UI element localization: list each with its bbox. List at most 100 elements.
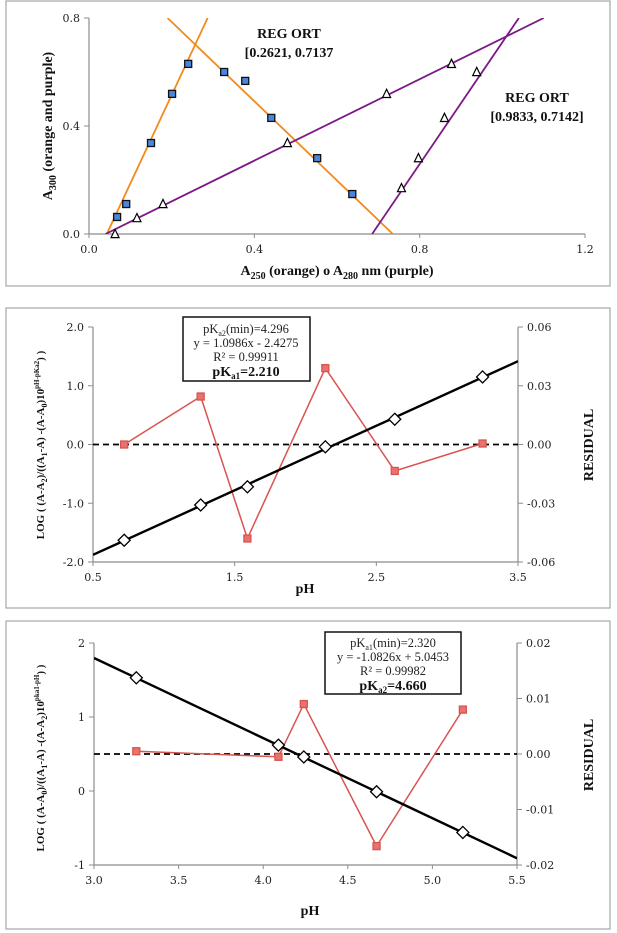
y-axis-label: A300 (orange and purple) [41,51,59,200]
y-tick-label: 1.0 [67,380,85,393]
y2-tick-label: -0.01 [526,804,554,817]
y2-tick-label: 0.03 [527,380,552,393]
data-point-diamond [318,439,333,454]
residual-point [299,699,308,709]
y-tick-label: 2.0 [67,321,85,334]
x-tick-label: 0.4 [246,243,264,256]
data-point-square [146,138,156,148]
x-tick-label: 0.0 [80,243,98,256]
data-points [110,57,482,239]
chart-frame [5,0,611,287]
data-point-diamond [240,479,255,494]
stat-r-squared: R² = 0.99911 [213,350,279,364]
x-tick-label: 4.5 [339,874,357,887]
annotation-reg-ort-1-value: [0.2621, 0.7137 [245,46,334,61]
residual-point [458,705,468,714]
data-point-triangle [471,66,482,77]
chart-pka2-linearization: 3.0 3.5 4.0 4.5 5.0 5.5 -1 0 1 2 -0.02 -0.01 0.00 0.0… [5,620,611,930]
y2-tick-label: 0.01 [526,693,551,706]
data-point-diamond [296,750,311,764]
residual-point [321,363,330,373]
data-point-square [348,189,357,199]
axes: 0.0 0.4 0.8 1.2 0.0 0.4 0.8 [63,12,594,256]
data-point-square [112,212,122,222]
y-tick-label: -2.0 [63,556,84,569]
x-tick-label: 4.0 [254,874,272,887]
data-points [117,363,490,548]
data-point-triangle [413,152,424,163]
data-point-triangle [446,57,457,69]
y-tick-label: 0.0 [63,228,81,241]
y-tick-label: 0 [78,785,85,798]
data-point-triangle [439,111,450,123]
y2-tick-label: -0.03 [527,497,555,510]
x-tick-label: 5.5 [508,874,526,887]
y-axis-label: LOG ( (A-A2)/((A1-A) -(A-A0)10pH-pKa2) ) [33,350,49,539]
y2-tick-label: -0.06 [527,556,555,569]
x-tick-label: 1.5 [226,571,244,584]
fit-line [105,18,209,234]
data-point-diamond [193,498,208,512]
y-tick-label: 0.8 [63,12,81,25]
fit-line [371,18,520,234]
stat-pka1-result: pKa1=2.210 [212,365,279,381]
x-tick-label: 1.2 [576,243,594,256]
x-tick-label: 3.5 [170,874,188,887]
data-point-diamond [455,825,470,840]
annotation-reg-ort-1-title: REG ORT [257,27,321,42]
stat-box: pKa1(min)=2.320 y = -1.0826x + 5.0453 R²… [324,631,462,695]
data-point-square [122,199,131,209]
data-point-diamond [129,670,144,685]
x-tick-label: 0.5 [84,571,102,584]
residual-point [372,841,381,851]
chart-frame [5,620,611,930]
chart-mixture-absorbance: 0.0 0.4 0.8 1.2 0.0 0.4 0.8 REG ORT [0.2621, 0… [5,0,611,287]
y2-tick-label: 0.00 [526,748,551,761]
y2-tick-label: 0.06 [527,321,552,334]
stat-r-squared: R² = 0.99982 [360,664,426,678]
y-tick-label: 0.0 [67,439,85,452]
data-point-triangle [110,228,121,239]
data-points [129,670,470,851]
y-tick-label: -1 [74,859,85,872]
stat-fit-equation: y = 1.0986x - 2.4275 [194,336,299,350]
data-point-diamond [475,370,490,384]
residual-point [478,439,487,448]
data-point-triangle [158,198,168,209]
data-point-diamond [387,412,402,427]
residual-line [123,366,483,541]
y2-tick-label: 0.00 [527,439,552,452]
data-point-diamond [369,784,384,799]
residual-point [390,466,399,476]
stat-pka2-min: pKa2(min)=4.296 [203,322,289,338]
residual-point [120,440,129,449]
y-tick-label: 1 [78,711,85,724]
data-point-triangle [282,137,293,148]
y-tick-label: 0.4 [63,120,81,133]
data-point-triangle [381,87,392,99]
stat-box-border [182,316,311,382]
stat-pka1-min: pKa1(min)=2.320 [350,636,436,652]
residual-point [132,747,141,756]
fit-line [105,18,545,234]
data-point-square [167,89,177,99]
y2-tick-label: 0.02 [526,637,551,650]
data-point-triangle [131,212,142,223]
stat-fit-equation: y = -1.0826x + 5.0453 [337,650,449,664]
residual-point [243,534,252,543]
y-axis-label: LOG ( (A-A0)/((A1-A) -(A-A2)10pka1-pH) ) [33,664,49,851]
chart-pka1-linearization: 0.5 1.5 2.5 3.5 -2.0 -1.0 0.0 1.0 2.0 -0.06 -0.03 0… [5,307,611,609]
y-tick-label: -1.0 [63,497,84,510]
y-tick-label: 2 [78,637,85,650]
data-point-square [184,59,193,69]
x-axis-label: A250 (orange) o A280 nm (purple) [241,264,434,282]
data-point-triangle [396,182,407,193]
y2-axis-label: RESIDUAL [582,409,597,481]
stat-box-border [324,631,462,695]
x-tick-label: 2.5 [368,571,386,584]
x-tick-label: 0.8 [411,243,429,256]
x-tick-label: 3.5 [509,571,527,584]
residual-point [274,752,283,761]
data-point-square [267,113,276,123]
annotation-reg-ort-2-title: REG ORT [505,91,569,106]
